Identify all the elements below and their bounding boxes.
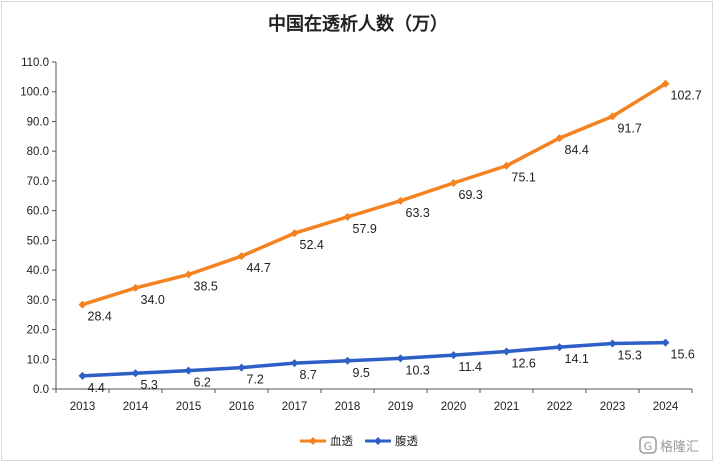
y-tick-label: 100.0 [20, 87, 49, 99]
data-point-marker [184, 270, 193, 279]
x-tick-label: 2014 [123, 401, 149, 413]
data-point-marker [184, 366, 193, 375]
legend-item-1: 血透 [300, 434, 353, 448]
legend-label: 腹透 [395, 434, 418, 448]
data-point-marker [131, 369, 140, 378]
x-tick-label: 2015 [176, 401, 202, 413]
data-label: 5.3 [141, 378, 158, 392]
data-point-marker [608, 112, 617, 121]
legend-swatch-marker [374, 437, 382, 445]
data-label: 75.1 [512, 171, 536, 185]
y-tick-label: 90.0 [27, 116, 49, 128]
data-label: 4.4 [88, 381, 105, 395]
data-label: 102.7 [671, 89, 702, 103]
data-point-marker [78, 371, 87, 380]
y-tick-label: 10.0 [27, 354, 49, 366]
data-label: 6.2 [194, 376, 211, 390]
data-point-marker [343, 356, 352, 365]
data-point-marker [555, 134, 564, 143]
x-tick-label: 2020 [441, 401, 467, 413]
data-label: 84.4 [565, 143, 589, 157]
data-label: 52.4 [300, 238, 324, 252]
data-label: 91.7 [618, 121, 642, 135]
x-tick-label: 2022 [547, 401, 573, 413]
data-point-marker [502, 161, 511, 170]
x-tick-label: 2021 [494, 401, 520, 413]
data-point-marker [131, 283, 140, 292]
data-point-marker [396, 196, 405, 205]
data-label: 11.4 [459, 360, 482, 374]
data-point-marker [343, 212, 352, 221]
y-tick-label: 80.0 [27, 146, 49, 158]
y-tick-label: 60.0 [27, 206, 49, 218]
x-tick-label: 2019 [388, 401, 414, 413]
data-label: 10.3 [406, 363, 430, 377]
data-label: 28.4 [88, 310, 112, 324]
x-tick-label: 2023 [600, 401, 626, 413]
series-line [80, 340, 668, 378]
legend-swatch-marker [309, 437, 317, 445]
legend-item-2: 腹透 [365, 434, 418, 448]
y-tick-label: 50.0 [27, 235, 49, 247]
axes: 0.0 10.0 20.0 30.0 40.0 50.0 60.0 70.0 80.0 90.0 1… [20, 57, 693, 413]
data-label: 15.6 [671, 348, 695, 362]
data-point-marker [396, 354, 405, 363]
watermark-logo-icon: G [639, 436, 657, 454]
x-tick-label: 2016 [229, 401, 255, 413]
data-label: 7.2 [247, 373, 264, 387]
y-tick-label: 30.0 [27, 295, 49, 307]
data-label: 9.5 [353, 366, 370, 380]
data-point-marker [661, 338, 670, 347]
y-tick-label: 110.0 [21, 57, 49, 69]
data-point-marker [608, 339, 617, 348]
x-tick-label: 2018 [335, 401, 361, 413]
data-label: 8.7 [300, 368, 317, 382]
watermark-text: 格隆汇 [660, 439, 699, 455]
y-tick-label: 70.0 [27, 176, 49, 188]
data-label: 69.3 [459, 188, 483, 202]
series-group: 28.4 34.0 38.5 44.7 52.4 57.9 63.3 69.3 75.1 84.4… [78, 79, 702, 395]
data-label: 57.9 [353, 222, 377, 236]
chart-title: 中国在透析人数（万） [268, 13, 448, 35]
data-label: 63.3 [406, 206, 430, 220]
data-label: 12.6 [512, 357, 536, 371]
data-point-marker [661, 79, 670, 88]
y-tick-label: 20.0 [27, 325, 49, 337]
data-label: 38.5 [194, 280, 218, 294]
data-point-marker [78, 300, 87, 309]
data-label: 34.0 [141, 293, 165, 307]
data-point-marker [290, 359, 299, 368]
series-line [80, 81, 668, 307]
x-tick-label: 2017 [282, 401, 308, 413]
data-point-marker [237, 363, 246, 372]
y-tick-label: 40.0 [27, 265, 49, 277]
data-point-marker [555, 343, 564, 352]
data-point-marker [237, 252, 246, 261]
data-label: 14.1 [565, 352, 589, 366]
data-label: 44.7 [247, 261, 271, 275]
watermark: G 格隆汇 [639, 436, 699, 455]
y-tick-label: 0.0 [33, 384, 49, 396]
x-tick-label: 2024 [653, 401, 679, 413]
svg-text:G: G [644, 440, 653, 453]
series-2: 4.4 5.3 6.2 7.2 8.7 9.5 10.3 11.4 12.6 14.1 15.3 15… [78, 338, 695, 395]
data-point-marker [449, 178, 458, 187]
data-label: 15.3 [618, 349, 642, 363]
series-1: 28.4 34.0 38.5 44.7 52.4 57.9 63.3 69.3 75.1 84.4… [78, 79, 702, 324]
data-point-marker [449, 351, 458, 360]
legend: 血透 腹透 [300, 434, 418, 448]
data-point-marker [290, 229, 299, 238]
legend-label: 血透 [330, 434, 353, 448]
x-tick-label: 2013 [70, 401, 96, 413]
data-point-marker [502, 347, 511, 356]
